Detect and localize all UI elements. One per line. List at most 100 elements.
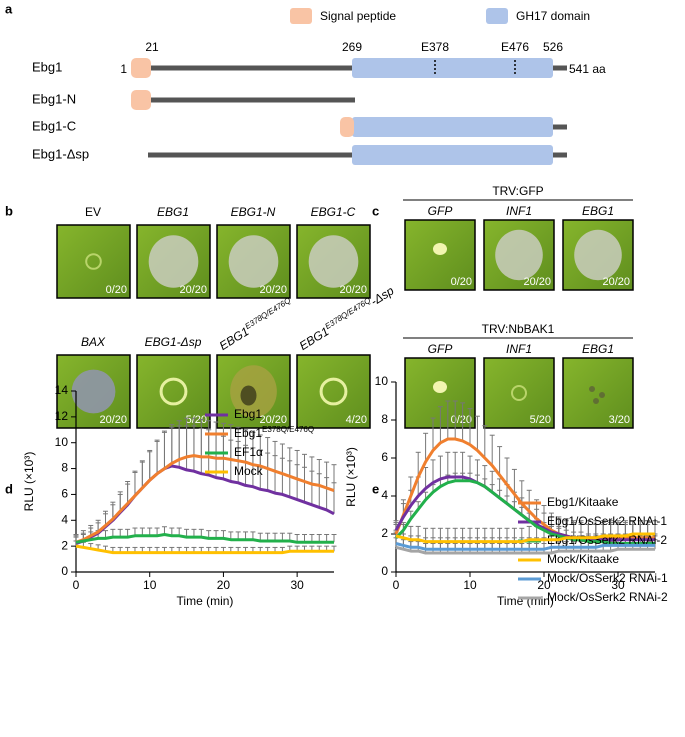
legend-label: Mock/OsSerk2 RNAi-2: [547, 590, 668, 604]
error-bar: [452, 400, 458, 439]
series-line: [75, 454, 335, 544]
error-bar: [637, 520, 643, 534]
error-bar: [235, 426, 241, 461]
error-bar: [430, 417, 436, 451]
error-bar: [139, 460, 145, 488]
residue-label: 21: [145, 40, 159, 54]
y-tick-label: 0: [61, 564, 68, 578]
error-bar: [489, 434, 495, 466]
error-bar: [243, 429, 249, 463]
label-suffix: -Δsp: [368, 284, 397, 309]
legend-label: Mock: [234, 464, 264, 478]
construct-name: Ebg1-N: [32, 91, 76, 106]
error-bar: [287, 447, 293, 477]
error-bar: [117, 491, 123, 512]
gh17-domain: [352, 145, 553, 165]
signal-peptide: [131, 58, 151, 78]
legend-name: Ebg1: [234, 407, 262, 421]
panel-label: d: [5, 481, 13, 496]
treatment-label: EV: [85, 205, 101, 219]
x-axis-label: Time (min): [177, 594, 234, 608]
error-bar: [445, 400, 451, 439]
panel-label: c: [372, 203, 379, 218]
infiltration-spot: [433, 243, 447, 255]
y-tick-label: 14: [55, 383, 69, 397]
legend-name: Ebg1/OsSerk2 RNAi-1: [547, 514, 667, 528]
series-line: [395, 532, 655, 544]
construct-name: Ebg1-C: [32, 118, 76, 133]
y-tick-label: 10: [55, 435, 69, 449]
count-label: 0/20: [451, 414, 472, 426]
leaf-image: 20/20: [136, 224, 211, 299]
error-bar: [147, 449, 153, 481]
legend-label: Mock/Kitaake: [547, 552, 619, 566]
y-tick-label: 6: [381, 450, 388, 464]
count-label: 4/20: [346, 414, 367, 426]
leaf-image: 20/20: [296, 224, 371, 299]
error-bar: [437, 406, 443, 443]
legend-swatch: [290, 8, 312, 24]
count-label: 0/20: [106, 284, 127, 296]
cell-death: [71, 369, 116, 414]
error-bar: [331, 464, 337, 491]
error-bar: [497, 446, 503, 476]
residue-label: 1: [120, 62, 127, 76]
legend-label: GH17 domain: [516, 9, 590, 23]
x-tick-label: 10: [463, 578, 477, 592]
error-bar: [652, 520, 658, 534]
series-line: [394, 479, 655, 545]
y-tick-label: 2: [61, 538, 68, 552]
treatment-label: EBG1E378Q/E476Q: [216, 295, 296, 353]
panel-label: e: [372, 481, 379, 496]
error-bar: [102, 510, 108, 526]
treatment-label: INF1: [506, 342, 532, 356]
leaf-image: 5/20: [483, 357, 555, 429]
error-bar: [257, 434, 263, 466]
error-bar: [423, 432, 429, 462]
y-tick-label: 4: [381, 488, 388, 502]
y-axis-label: RLU (×10³): [22, 452, 36, 512]
error-bar: [430, 459, 436, 483]
gh17-domain: [352, 58, 553, 78]
error-bar: [161, 430, 167, 469]
residue-label: 541 aa: [569, 62, 606, 76]
treatment-label: EBG1: [582, 204, 614, 218]
count-label: 20/20: [179, 284, 207, 296]
legend-name: Ebg1: [234, 426, 262, 440]
error-bar: [445, 451, 451, 477]
legend-name: Mock/OsSerk2 RNAi-2: [547, 590, 668, 604]
legend-label: Ebg1E378Q/E476Q: [234, 425, 314, 441]
error-bar: [316, 459, 322, 486]
group-header: TRV:NbBAK1: [482, 322, 555, 336]
treatment-label: INF1: [506, 204, 532, 218]
leaf-image: 4/20: [296, 354, 371, 429]
treatment-label: EBG1: [157, 205, 189, 219]
error-bar: [309, 456, 315, 485]
necrosis: [589, 386, 595, 392]
cell-death: [148, 235, 199, 288]
necrosis: [599, 392, 605, 398]
error-bar: [110, 501, 116, 519]
legend-name: Ebg1/Kitaake: [547, 495, 619, 509]
leaf-image: 20/20: [216, 354, 291, 429]
count-label: 0/20: [451, 276, 472, 288]
legend-name: Mock/OsSerk2 RNAi-1: [547, 571, 668, 585]
y-tick-label: 0: [381, 564, 388, 578]
y-tick-label: 6: [61, 487, 68, 501]
leaf: [296, 354, 371, 429]
treatment-label: EBG1-Δsp: [145, 335, 202, 349]
count-label: 20/20: [339, 284, 367, 296]
residue-label: E476: [501, 40, 529, 54]
error-bar: [272, 440, 278, 472]
count-label: 20/20: [99, 414, 127, 426]
signal-peptide: [131, 90, 151, 110]
error-bar: [206, 420, 212, 457]
error-bar: [415, 451, 421, 477]
necrosis: [593, 398, 599, 404]
x-tick-label: 0: [393, 578, 400, 592]
infiltration-ring: [319, 377, 348, 406]
leaf: [404, 219, 476, 291]
treatment-label: GFP: [428, 342, 453, 356]
cell-death: [228, 235, 279, 288]
error-bar: [154, 439, 160, 474]
